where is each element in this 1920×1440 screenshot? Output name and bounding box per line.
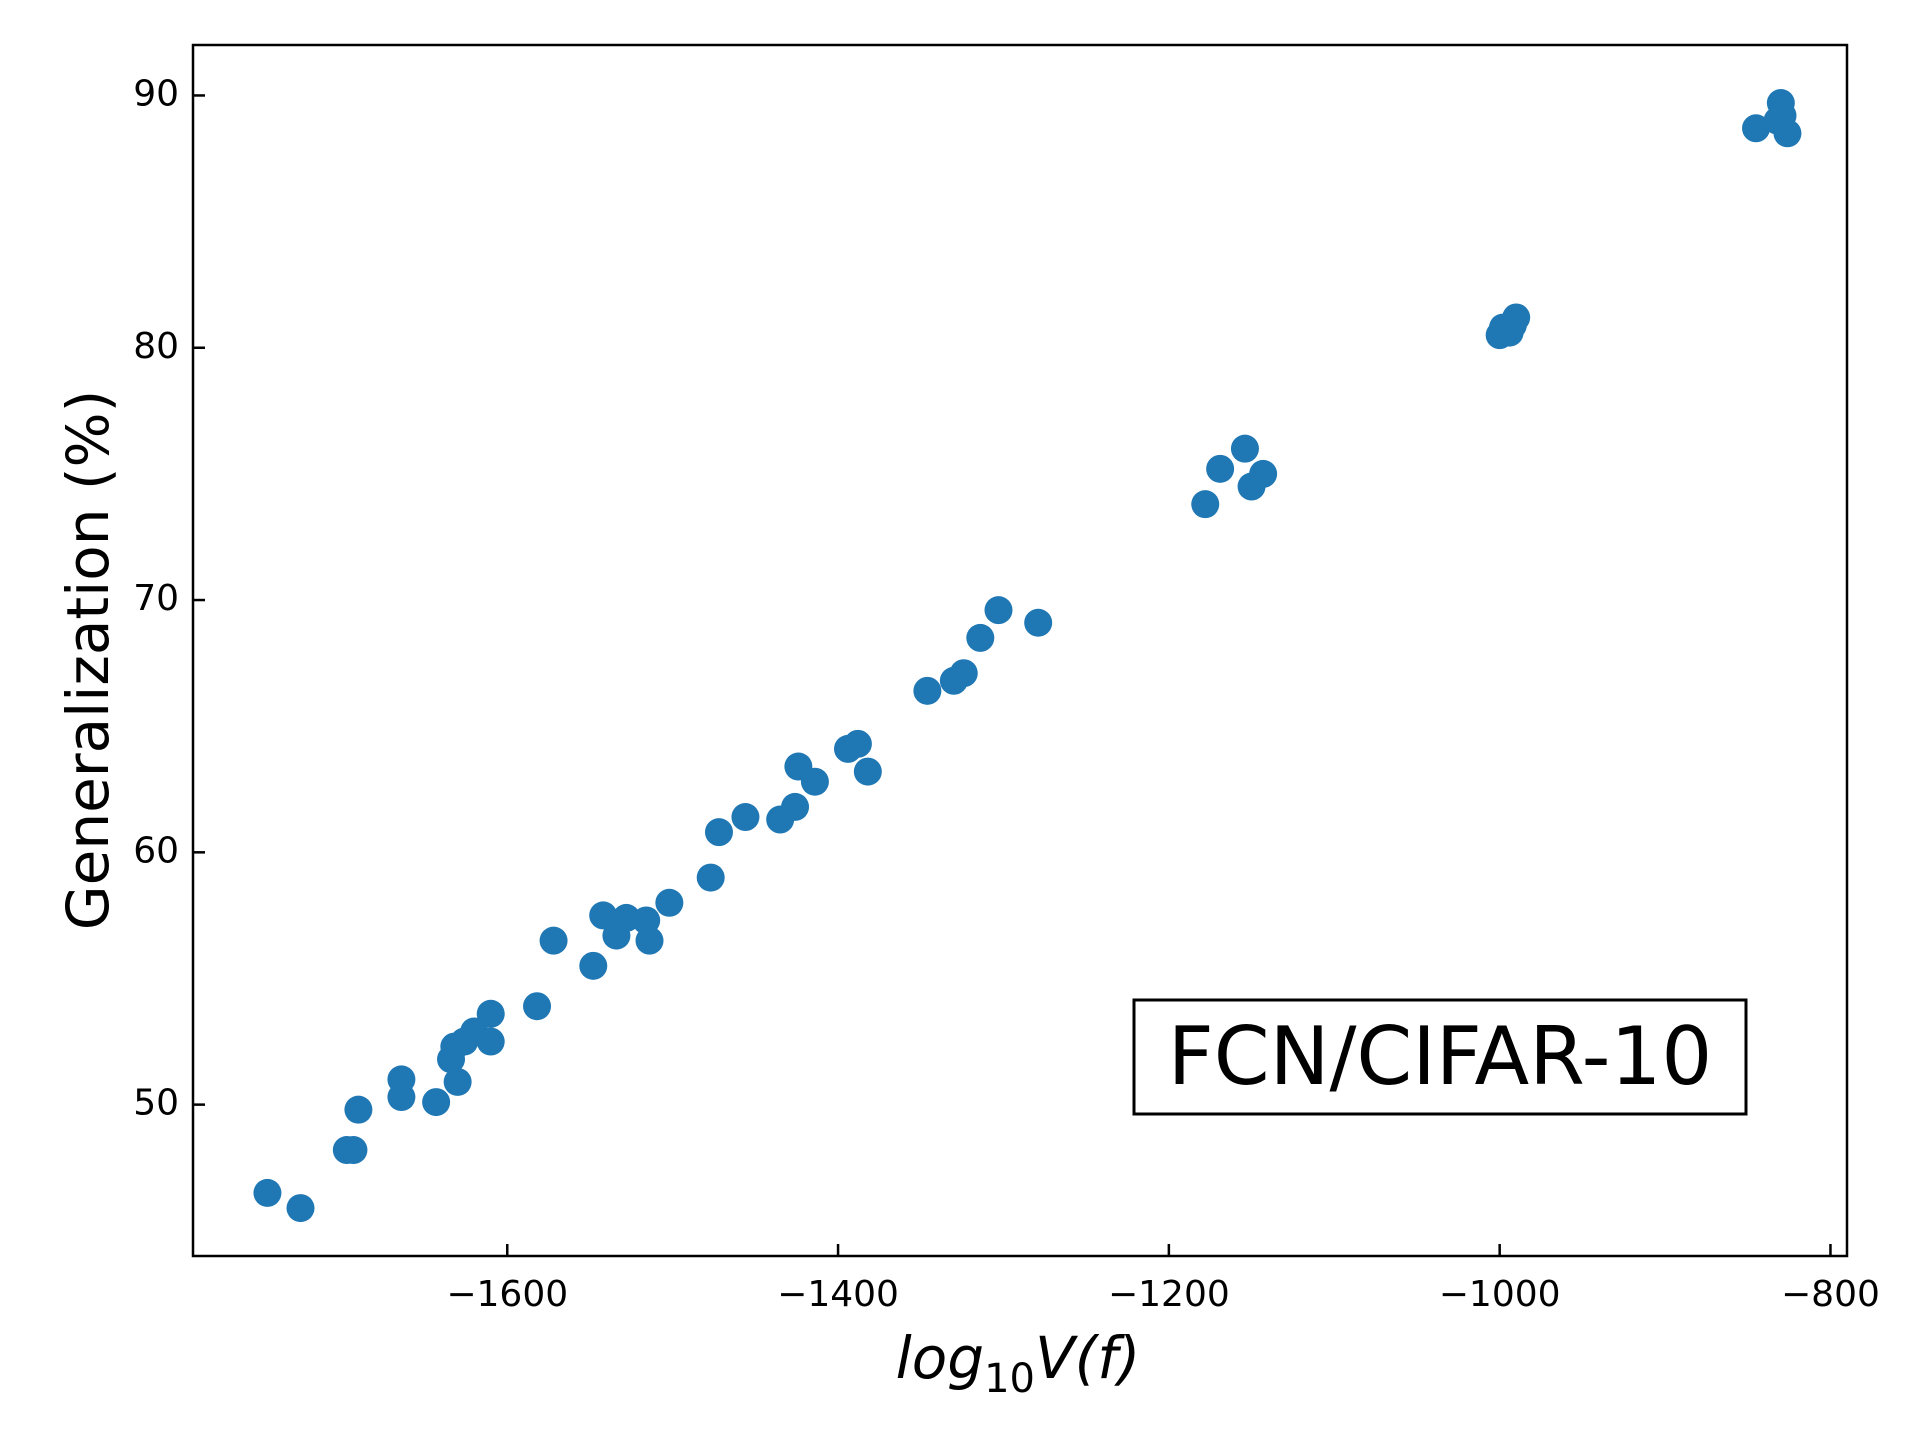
y-tick-label: 90: [133, 73, 179, 114]
data-point: [443, 1067, 472, 1096]
data-point: [1206, 454, 1235, 483]
data-point: [253, 1178, 282, 1207]
data-point: [781, 792, 810, 821]
y-axis-title: Generalization (%): [54, 390, 122, 931]
y-tick-label: 60: [133, 830, 179, 871]
x-axis-title-subscript: 10: [984, 1356, 1035, 1402]
data-point: [387, 1083, 416, 1112]
data-point: [1773, 119, 1802, 148]
data-point: [696, 863, 725, 892]
data-point: [523, 992, 552, 1021]
y-axis-ticks: 50 60 70 80 90: [133, 73, 205, 1124]
data-point: [339, 1136, 368, 1165]
x-axis-title-suffix: V(f): [1035, 1324, 1140, 1392]
annotation-label: FCN/CIFAR-10: [1168, 1010, 1713, 1103]
y-tick-label: 70: [133, 578, 179, 619]
y-tick-label: 50: [133, 1083, 179, 1124]
data-point: [1249, 459, 1278, 488]
data-point: [843, 729, 872, 758]
x-tick-label: −1600: [446, 1274, 568, 1315]
data-point: [800, 767, 829, 796]
data-point: [589, 901, 618, 930]
data-point: [655, 888, 684, 917]
data-point: [966, 623, 995, 652]
data-point: [1502, 303, 1531, 332]
data-point: [422, 1088, 451, 1117]
data-point: [476, 999, 505, 1028]
data-point: [1230, 434, 1259, 463]
data-point: [476, 1027, 505, 1056]
x-tick-label: −1000: [1439, 1274, 1561, 1315]
data-point: [1742, 114, 1771, 143]
x-axis-ticks: −1600 −1400 −1200 −1000 −800: [446, 1244, 1880, 1315]
data-point: [731, 803, 760, 832]
y-tick-label: 80: [133, 326, 179, 367]
x-tick-label: −800: [1781, 1274, 1880, 1315]
data-point: [1024, 608, 1053, 637]
x-tick-label: −1200: [1108, 1274, 1230, 1315]
data-point: [579, 951, 608, 980]
plot-area-frame: [191, 43, 1849, 1258]
x-axis-title: log10V(f): [896, 1324, 1141, 1402]
data-point: [853, 757, 882, 786]
x-axis-title-prefix: log: [896, 1324, 984, 1392]
data-point: [949, 659, 978, 688]
x-tick-label: −1400: [777, 1274, 899, 1315]
data-point: [984, 596, 1013, 625]
data-point: [704, 818, 733, 847]
data-point: [913, 676, 942, 705]
data-point: [635, 926, 664, 955]
annotation-border: [1132, 998, 1748, 1116]
data-points: [253, 89, 1802, 1223]
data-point: [539, 926, 568, 955]
data-point: [344, 1095, 373, 1124]
data-point: [1191, 490, 1220, 519]
data-point: [286, 1194, 315, 1223]
annotation-box: FCN/CIFAR-10: [1132, 998, 1748, 1116]
